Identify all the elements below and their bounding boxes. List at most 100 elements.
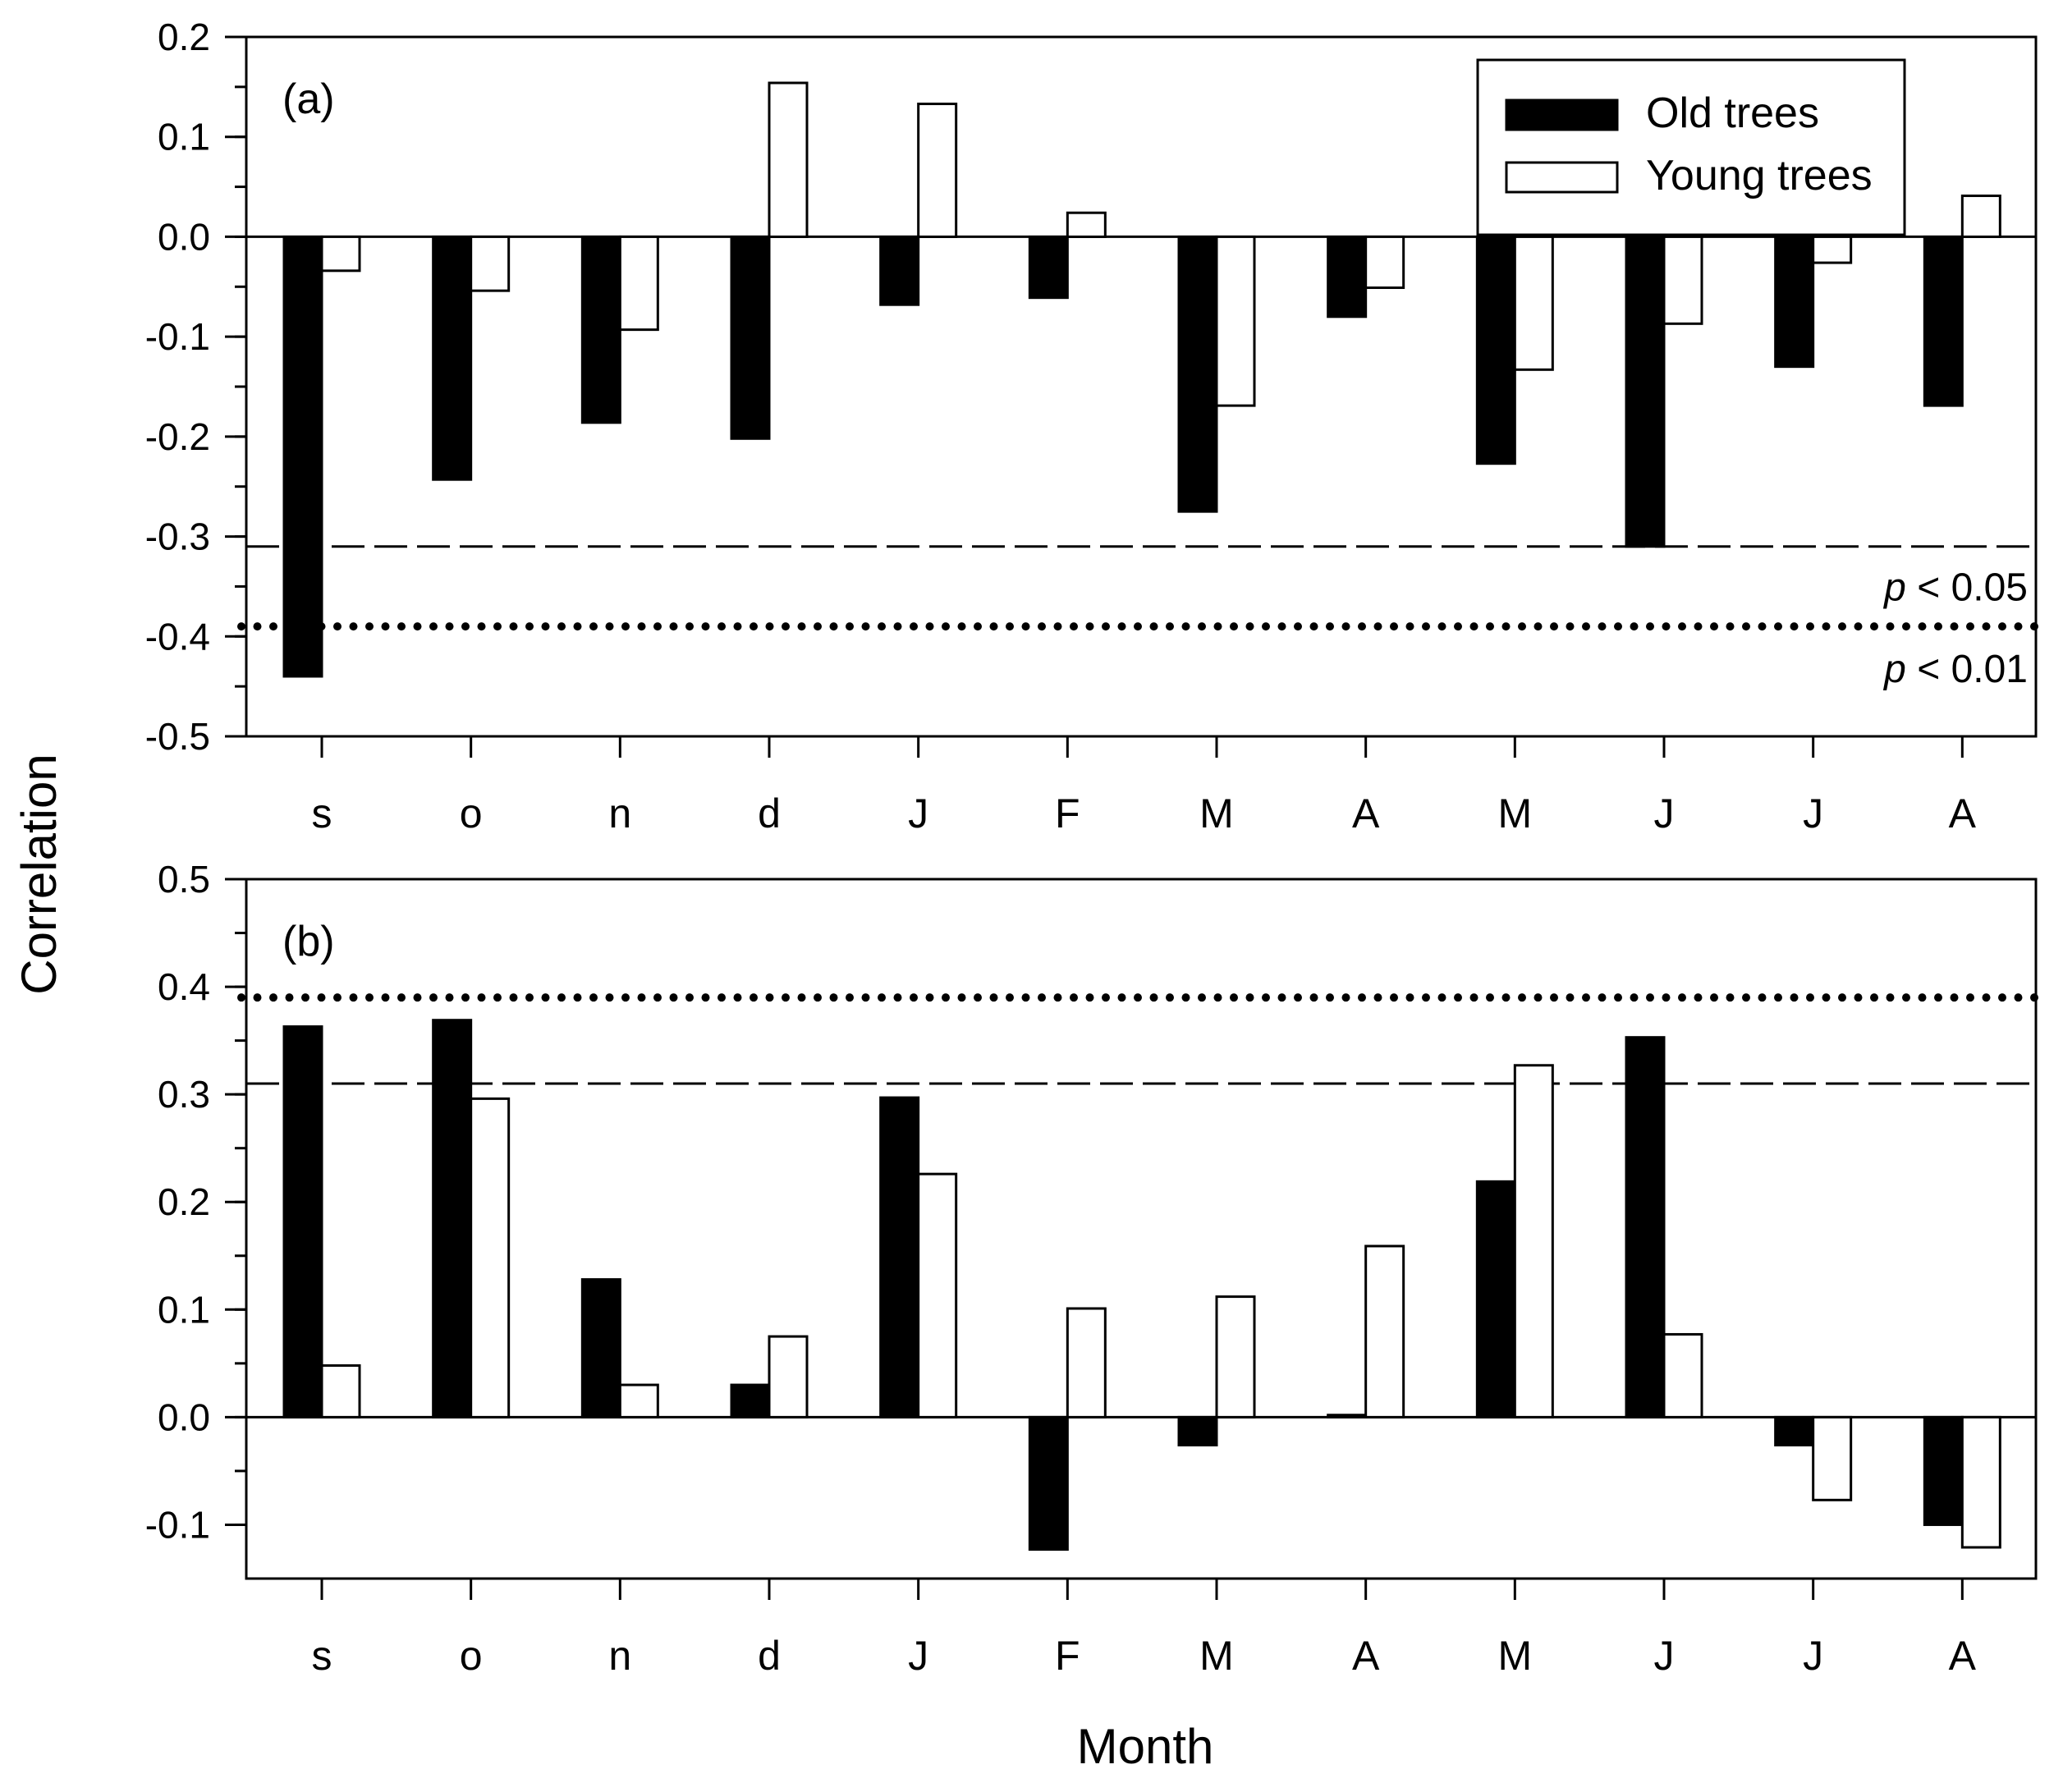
bar-young-trees [768, 1335, 809, 1418]
x-category-label: s [312, 1633, 332, 1679]
x-category-label: J [908, 1633, 928, 1679]
x-category-label: M [1199, 791, 1234, 836]
bar-old-trees [1774, 235, 1815, 369]
x-category-label: J [1803, 791, 1823, 836]
x-axis-title: Month [1077, 1719, 1214, 1774]
bar-young-trees [917, 103, 958, 238]
bar-young-trees [1066, 211, 1107, 238]
x-category-label: A [1949, 791, 1977, 836]
x-category-label: s [312, 791, 332, 836]
panel-tag: (a) [282, 76, 335, 123]
bar-young-trees [470, 1097, 511, 1418]
bar-old-trees [1475, 235, 1516, 465]
significance-label: p < 0.01 [1882, 648, 2028, 691]
bar-young-trees [1513, 1064, 1554, 1418]
bar-young-trees [1662, 1332, 1703, 1418]
legend-swatch [1505, 99, 1619, 131]
y-tick-label: -0.4 [145, 615, 210, 658]
bar-old-trees [1475, 1180, 1516, 1418]
panel-tag: (b) [282, 918, 335, 965]
significance-label: p < 0.05 [1882, 566, 2028, 610]
y-tick-label: 0.1 [158, 116, 210, 158]
x-category-label: A [1949, 1633, 1977, 1679]
bar-young-trees [1364, 1244, 1405, 1418]
bar-old-trees [1923, 235, 1964, 407]
y-tick-label: 0.0 [158, 215, 210, 258]
significance-p: p [1882, 566, 1906, 610]
x-category-label: M [1199, 1633, 1234, 1679]
significance-threshold: < 0.05 [1906, 566, 2028, 610]
bar-young-trees [1662, 235, 1703, 325]
plot-frame [245, 878, 2038, 1580]
bar-young-trees [1215, 1295, 1256, 1418]
y-tick-label: 0.2 [158, 16, 210, 58]
x-category-label: J [1803, 1633, 1823, 1679]
significance-p: p [1882, 648, 1906, 691]
legend: Old trees Young trees [1476, 58, 1906, 236]
bar-young-trees [1215, 235, 1256, 407]
x-category-label: d [758, 1633, 781, 1679]
bar-old-trees [580, 235, 621, 424]
x-category-label: J [908, 791, 928, 836]
bar-old-trees [879, 235, 920, 306]
x-category-label: A [1352, 791, 1380, 836]
bar-old-trees [1625, 235, 1666, 548]
bar-young-trees [768, 81, 809, 238]
legend-swatch [1505, 161, 1619, 194]
y-tick-label: 0.4 [158, 965, 210, 1008]
bar-young-trees [1812, 1415, 1853, 1501]
x-category-label: F [1055, 1633, 1080, 1679]
y-axis-title: Correlation [11, 754, 66, 994]
bar-young-trees [1960, 195, 2001, 238]
bar-old-trees [1327, 235, 1368, 319]
bar-old-trees [1177, 1415, 1218, 1446]
y-tick-label: -0.5 [145, 715, 210, 758]
panel-b: 0.5 0.4 0.3 0.2 0.1 0.0 -0.1 s o n d J F M A M J J A (b) [145, 858, 2040, 1679]
bar-young-trees [618, 1383, 659, 1418]
y-tick-label: -0.2 [145, 415, 210, 458]
x-category-label: J [1654, 791, 1675, 836]
x-category-label: d [758, 791, 781, 836]
bar-old-trees [1923, 1415, 1964, 1526]
bar-young-trees [1513, 235, 1554, 371]
bar-young-trees [470, 235, 511, 292]
y-tick-label: 0.5 [158, 858, 210, 901]
bar-old-trees [432, 1019, 473, 1418]
panel-a: 0.2 0.1 0.0 -0.1 -0.2 -0.3 -0.4 -0.5 s o n d J F M A M J J… [145, 16, 2040, 836]
x-category-label: M [1498, 1633, 1533, 1679]
bar-young-trees [618, 235, 659, 332]
x-category-label: A [1352, 1633, 1380, 1679]
x-category-label: F [1055, 791, 1080, 836]
x-category-label: n [608, 791, 631, 836]
bar-old-trees [580, 1278, 621, 1418]
bar-old-trees [282, 235, 323, 678]
legend-box [1476, 58, 1906, 236]
bar-old-trees [282, 1025, 323, 1418]
x-category-label: n [608, 1633, 631, 1679]
bar-young-trees [1812, 235, 1853, 264]
legend-label: Old trees [1646, 89, 1819, 137]
bar-old-trees [1327, 1414, 1368, 1418]
y-tick-label: 0.0 [158, 1396, 210, 1438]
significance-threshold: < 0.01 [1906, 648, 2028, 691]
x-category-label: o [460, 1633, 483, 1679]
legend-label: Young trees [1646, 152, 1873, 199]
bar-old-trees [432, 235, 473, 481]
bar-old-trees [730, 1383, 771, 1418]
bar-young-trees [1960, 1415, 2001, 1549]
bar-old-trees [1028, 1415, 1069, 1551]
y-tick-label: 0.3 [158, 1073, 210, 1116]
y-tick-label: 0.2 [158, 1180, 210, 1223]
x-category-label: J [1654, 1633, 1675, 1679]
bar-young-trees [1066, 1307, 1107, 1418]
y-tick-label: -0.1 [145, 1503, 210, 1546]
y-tick-label: 0.1 [158, 1288, 210, 1331]
y-tick-label: -0.3 [145, 516, 210, 558]
bar-young-trees [320, 235, 361, 273]
bar-old-trees [1177, 235, 1218, 513]
bar-young-trees [917, 1172, 958, 1418]
bar-old-trees [1774, 1415, 1815, 1446]
bar-old-trees [879, 1096, 920, 1418]
